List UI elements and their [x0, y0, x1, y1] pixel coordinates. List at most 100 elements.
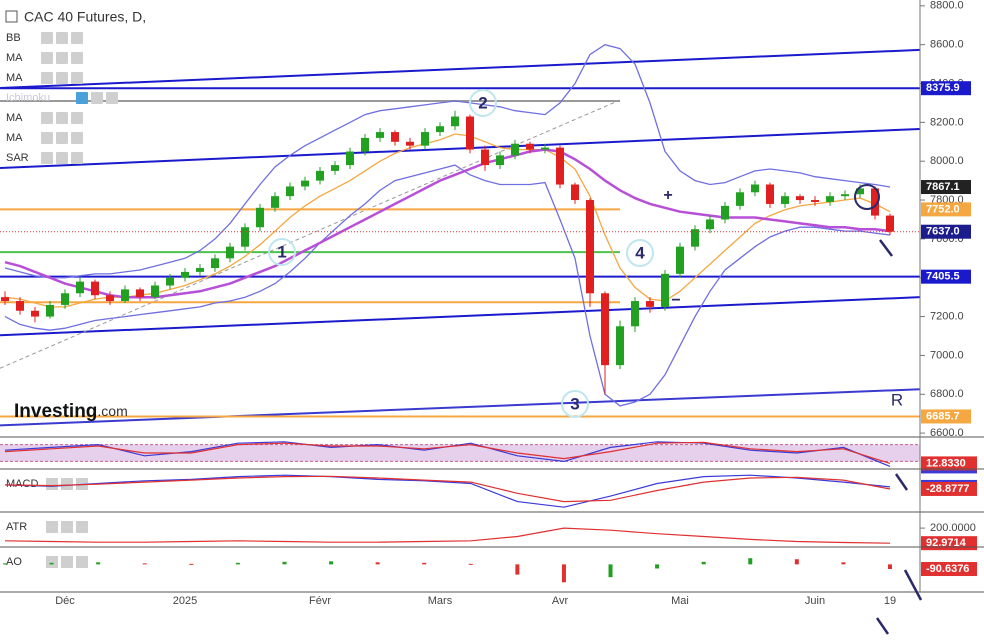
indicator-button[interactable] [71, 152, 83, 164]
y-tick-label: 7000.0 [930, 349, 964, 361]
ao-bar [142, 563, 147, 565]
value-tag [921, 456, 977, 471]
candle-body [826, 196, 834, 202]
arrows [875, 239, 923, 635]
candle-body [526, 143, 534, 150]
candle-body [856, 188, 864, 195]
indicator-button[interactable] [56, 32, 68, 44]
wave-circle [561, 390, 589, 418]
candle-body [736, 192, 744, 206]
candle-body [106, 295, 114, 302]
candle-body [751, 184, 759, 193]
indicator-button[interactable] [46, 478, 58, 490]
candle-body [181, 271, 189, 278]
indicator-label: MA [6, 132, 23, 144]
ao-bar [701, 561, 706, 565]
indicator-button[interactable] [41, 132, 53, 144]
value-tag-label: -28.8777 [926, 483, 969, 495]
arrow [903, 569, 923, 601]
indicator-button[interactable] [76, 521, 88, 533]
candle-body [691, 229, 699, 247]
plus-marker: + [663, 187, 672, 204]
candle-body [661, 273, 669, 307]
overlay-line [4, 164, 891, 407]
indicator-button[interactable] [76, 556, 88, 568]
indicator-button[interactable] [46, 556, 58, 568]
indicator-button[interactable] [71, 72, 83, 84]
indicator-button[interactable] [71, 32, 83, 44]
wave-label: 2 [478, 93, 487, 112]
price-tag [921, 180, 971, 195]
r-marker: R [891, 390, 903, 409]
ao-bar [422, 562, 427, 565]
indicator-button[interactable] [41, 52, 53, 64]
y-tick-label: 8000.0 [930, 155, 964, 167]
indicator-button[interactable] [61, 521, 73, 533]
indicator-button[interactable] [61, 478, 73, 490]
candle-body [31, 310, 39, 317]
indicator-button[interactable] [71, 52, 83, 64]
ao-bar [282, 561, 287, 565]
candle-body [886, 215, 894, 232]
ao-bar [96, 562, 101, 565]
indicator-button[interactable] [56, 72, 68, 84]
collapse-icon[interactable] [5, 10, 18, 23]
candle-body [301, 180, 309, 187]
value-tag-label: 12.8330 [926, 457, 966, 469]
candle-body [61, 293, 69, 305]
trendline [0, 388, 921, 427]
price-tag-label: 7867.1 [926, 181, 960, 193]
indicator-button[interactable] [46, 521, 58, 533]
indicator-button[interactable] [41, 112, 53, 124]
candle-body [511, 143, 519, 156]
indicator-label: MA [6, 52, 23, 64]
value-tag [921, 562, 977, 577]
candle-body [796, 196, 804, 201]
y-tick-label: 8600.0 [930, 39, 964, 51]
indicator-button[interactable] [56, 52, 68, 64]
indicator-button[interactable] [56, 152, 68, 164]
indicator-button[interactable] [41, 152, 53, 164]
arrow [894, 473, 909, 491]
y-tick-label: 8200.0 [930, 116, 964, 128]
ao-bar [468, 563, 473, 565]
candle-body [196, 268, 204, 272]
candle-body [1, 297, 9, 302]
level-band [0, 444, 920, 462]
indicator-button[interactable] [56, 112, 68, 124]
candle-body [151, 285, 159, 298]
candle-body [841, 194, 849, 197]
candle-body [271, 196, 279, 208]
candle-body [541, 147, 549, 150]
trendline [0, 48, 921, 89]
candle-body [361, 137, 369, 152]
candle-body [556, 147, 564, 185]
x-tick-label: Févr [309, 595, 331, 607]
indicator-button[interactable] [106, 92, 118, 104]
candle-body [676, 246, 684, 274]
candle-body [421, 132, 429, 146]
candle-body [871, 188, 879, 216]
indicator-button[interactable] [71, 132, 83, 144]
candle-body [136, 289, 144, 298]
candle-body [811, 200, 819, 202]
candle-body [166, 277, 174, 286]
indicator-button[interactable] [56, 132, 68, 144]
y-tick-label: 7200.0 [930, 310, 964, 322]
wave-circle [626, 239, 654, 267]
value-tag [921, 481, 977, 496]
indicator-label: BB [6, 32, 21, 44]
indicator-button[interactable] [76, 92, 88, 104]
candle-body [316, 170, 324, 181]
indicator-button[interactable] [61, 556, 73, 568]
overlay-line [4, 43, 891, 279]
price-tag-label: 7405.5 [926, 271, 960, 283]
indicator-button[interactable] [71, 112, 83, 124]
indicator-button[interactable] [91, 92, 103, 104]
candle-body [631, 301, 639, 327]
indicator-button[interactable] [41, 72, 53, 84]
candle-body [16, 301, 24, 311]
candle-body [76, 281, 84, 294]
indicator-button[interactable] [41, 32, 53, 44]
indicator-line [4, 527, 891, 544]
